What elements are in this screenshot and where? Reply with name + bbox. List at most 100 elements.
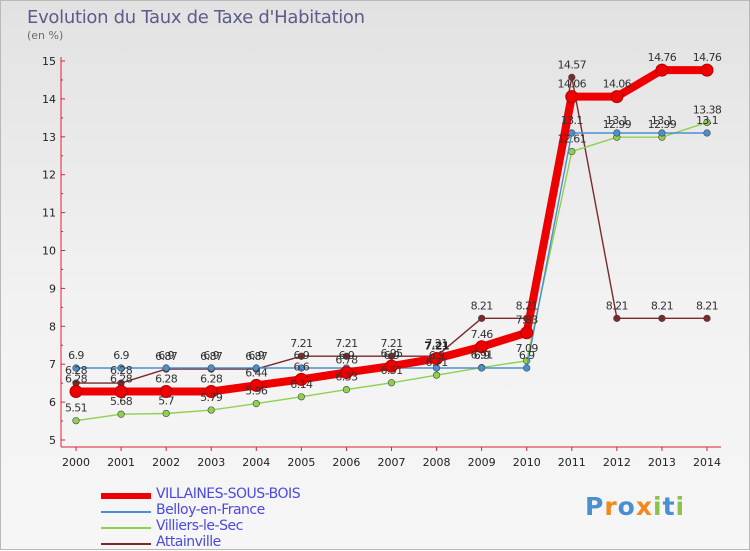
data-point-villaines-sous-bois <box>159 384 173 398</box>
data-label-villiers-le-sec: 6.91 <box>471 349 493 362</box>
data-point-villaines-sous-bois <box>249 378 263 392</box>
data-point-attainville <box>297 352 305 360</box>
data-label-villiers-le-sec: 6.51 <box>380 364 402 377</box>
data-label-villiers-le-sec: 6.14 <box>290 378 313 391</box>
data-label-villaines-sous-bois: 7.83 <box>516 314 539 327</box>
data-point-villiers-le-sec <box>387 379 396 387</box>
y-tick-label: 9 <box>49 282 56 295</box>
x-tick-label: 2003 <box>197 456 225 469</box>
data-label-villiers-le-sec: 5.51 <box>65 402 87 415</box>
data-point-belloy-en-france <box>207 364 215 372</box>
data-label-villiers-le-sec: 7.09 <box>516 342 539 355</box>
data-point-villiers-le-sec <box>297 393 305 401</box>
data-point-attainville <box>658 314 666 322</box>
legend-swatch-villaines <box>101 493 151 499</box>
legend-item: VILLAINES-SOUS-BOIS <box>101 486 361 503</box>
data-point-villiers-le-sec <box>162 409 170 418</box>
data-label-attainville: 8.21 <box>516 299 538 312</box>
data-label-attainville: 8.21 <box>471 299 493 312</box>
data-point-belloy-en-france <box>478 364 486 372</box>
data-labels: 6.28 6.286.87 6.87 6.877.21 7.21 7.21 7.218.21… <box>65 51 722 415</box>
data-point-attainville <box>342 352 351 360</box>
y-tick-label: 11 <box>42 207 56 220</box>
data-label-belloy-en-france: 13.1 <box>561 114 583 127</box>
data-label-villaines-sous-bois: 14.76 <box>693 51 722 64</box>
data-label-belloy-en-france: 6.9 <box>474 349 490 362</box>
y-tick-label: 12 <box>42 169 56 182</box>
x-tick-label: 2010 <box>513 456 541 469</box>
data-point-villaines-sous-bois <box>700 63 714 77</box>
data-point-attainville <box>568 73 576 81</box>
x-tick-label: 2007 <box>378 456 406 469</box>
legend-swatch-belloy-bar <box>101 511 151 513</box>
data-label-attainville: 6.87 <box>200 350 223 363</box>
data-label-attainville: 7.21 <box>426 337 448 350</box>
data-label-attainville: 14.57 <box>558 58 587 71</box>
data-label-attainville: 6.87 <box>245 350 268 363</box>
data-label-belloy-en-france: 13.1 <box>651 114 673 127</box>
x-tick-label: 2000 <box>62 456 90 469</box>
data-label-villaines-sous-bois: 6.28 <box>155 372 178 385</box>
legend-swatch-belloy <box>101 511 151 513</box>
logo-letter: r <box>604 492 618 521</box>
chart-title: Evolution du Taux de Taxe d'Habitation <box>27 7 365 28</box>
data-point-villaines-sous-bois <box>114 384 128 398</box>
data-label-villaines-sous-bois: 6.95 <box>380 347 403 360</box>
data-point-villiers-le-sec <box>342 385 351 394</box>
y-tick-label: 13 <box>42 131 56 144</box>
data-point-attainville <box>387 352 396 360</box>
data-point-villaines-sous-bois <box>565 90 579 104</box>
data-label-villaines-sous-bois: 6.78 <box>335 354 358 367</box>
y-tick-label: 14 <box>42 93 56 106</box>
series-line-belloy-en-france <box>75 132 708 369</box>
data-label-belloy-en-france: 13.1 <box>696 114 718 127</box>
data-label-villaines-sous-bois: 14.06 <box>603 78 632 91</box>
x-tick-label: 2013 <box>648 456 676 469</box>
legend-swatch-villiers <box>101 527 151 529</box>
x-tick-label: 2001 <box>107 456 135 469</box>
data-label-belloy-en-france: 6.9 <box>429 349 445 362</box>
data-point-belloy-en-france <box>658 129 666 137</box>
legend-label-belloy: Belloy-en-France <box>156 502 265 518</box>
data-label-villiers-le-sec: 5.96 <box>245 385 268 398</box>
data-point-villaines-sous-bois <box>339 366 353 380</box>
data-point-attainville <box>703 314 711 322</box>
x-tick-label: 2014 <box>693 456 721 469</box>
data-label-villaines-sous-bois: 14.06 <box>558 78 587 91</box>
axes: 5 6 7 8 9 10 11 12 13 14 15 2000 2001 2002 2003 2004 200… <box>42 55 721 469</box>
data-label-belloy-en-france: 13.1 <box>606 114 628 127</box>
y-tick-label: 15 <box>42 55 56 68</box>
y-tick-label: 10 <box>42 245 56 258</box>
data-label-belloy-en-france: 6.9 <box>113 349 129 362</box>
data-point-attainville <box>613 314 621 322</box>
data-point-belloy-en-france <box>117 364 125 372</box>
data-label-attainville: 6.28 <box>65 364 88 377</box>
data-label-belloy-en-france: 6.9 <box>384 349 400 362</box>
data-point-villaines-sous-bois <box>655 63 669 77</box>
data-point-villiers-le-sec <box>252 400 260 408</box>
data-point-villaines-sous-bois <box>204 384 218 398</box>
y-tick-label: 8 <box>49 320 56 333</box>
data-point-belloy-en-france <box>703 129 711 137</box>
data-point-belloy-en-france <box>297 364 305 372</box>
logo-letter: o <box>617 492 636 521</box>
data-label-villiers-le-sec: 5.79 <box>200 391 223 404</box>
logo-letter: t <box>662 492 676 521</box>
data-label-villaines-sous-bois: 6.28 <box>110 372 133 385</box>
x-tick-label: 2005 <box>287 456 315 469</box>
data-label-villiers-le-sec: 12.99 <box>603 118 632 131</box>
x-tick-label: 2002 <box>152 456 180 469</box>
data-point-belloy-en-france <box>162 364 170 372</box>
data-label-belloy-en-france: 6.9 <box>294 349 310 362</box>
data-point-villiers-le-sec <box>703 118 711 126</box>
x-tick-label: 2009 <box>468 456 496 469</box>
data-label-attainville: 8.21 <box>651 299 673 312</box>
data-point-villiers-le-sec <box>432 371 441 379</box>
data-point-villaines-sous-bois <box>69 384 83 398</box>
proxiti-logo: Proxiti <box>585 492 685 521</box>
y-tick-label: 5 <box>49 434 56 447</box>
legend-swatch-attainville-bar <box>101 543 151 545</box>
legend-label-villaines: VILLAINES-SOUS-BOIS <box>156 486 301 502</box>
data-point-villaines-sous-bois <box>520 326 534 340</box>
